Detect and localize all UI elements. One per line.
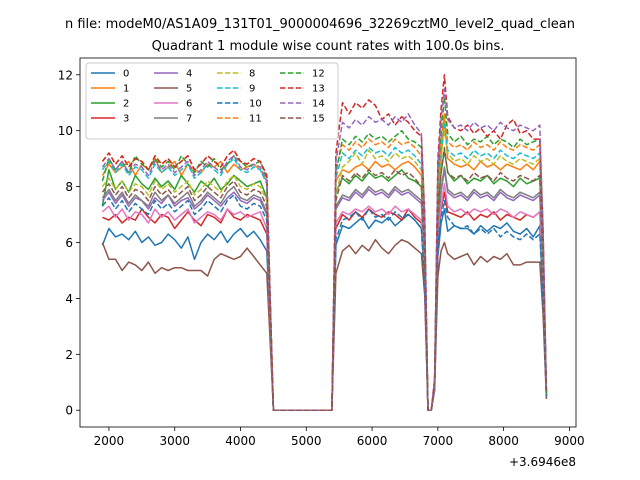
legend-label-2: 2 bbox=[123, 99, 129, 110]
legend-label-0: 0 bbox=[123, 69, 129, 80]
y-axis: 0 2 4 6 8 10 12 bbox=[58, 68, 80, 418]
legend-label-4: 4 bbox=[186, 69, 192, 80]
x-tick-label: 7000 bbox=[423, 434, 454, 448]
x-tick-label: 5000 bbox=[291, 434, 322, 448]
legend-label-9: 9 bbox=[249, 84, 255, 95]
legend-label-6: 6 bbox=[186, 99, 192, 110]
chart-title: Quadrant 1 module wise count rates with … bbox=[152, 39, 505, 54]
x-tick-label: 6000 bbox=[357, 434, 388, 448]
x-offset-label: +3.6946e8 bbox=[509, 455, 576, 469]
legend-label-11: 11 bbox=[249, 114, 262, 125]
series-layer bbox=[101, 74, 548, 411]
legend-label-12: 12 bbox=[312, 69, 325, 80]
y-tick-label: 6 bbox=[65, 236, 73, 250]
x-tick-label: 4000 bbox=[225, 434, 256, 448]
y-tick-label: 10 bbox=[58, 124, 73, 138]
series-line-5 bbox=[101, 238, 548, 411]
legend-label-8: 8 bbox=[249, 69, 255, 80]
series-line-2 bbox=[101, 149, 548, 411]
series-line-9 bbox=[101, 121, 548, 411]
y-tick-label: 2 bbox=[65, 348, 73, 362]
series-line-3 bbox=[102, 191, 548, 411]
legend-label-14: 14 bbox=[312, 99, 325, 110]
y-tick-label: 0 bbox=[65, 404, 73, 418]
series-line-0 bbox=[101, 208, 548, 411]
y-tick-label: 8 bbox=[65, 180, 73, 194]
series-line-7 bbox=[101, 166, 548, 411]
x-tick-label: 3000 bbox=[159, 434, 190, 448]
legend-label-5: 5 bbox=[186, 84, 192, 95]
legend-label-1: 1 bbox=[123, 84, 129, 95]
legend-label-3: 3 bbox=[123, 114, 129, 125]
x-axis: 2000 3000 4000 5000 6000 7000 8000 9000 bbox=[94, 427, 585, 448]
legend-label-7: 7 bbox=[186, 114, 192, 125]
series-line-13 bbox=[101, 74, 548, 411]
series-line-15 bbox=[101, 146, 548, 411]
x-tick-label: 9000 bbox=[554, 434, 585, 448]
series-line-1 bbox=[101, 115, 548, 411]
legend-label-10: 10 bbox=[249, 99, 262, 110]
y-tick-label: 12 bbox=[58, 68, 73, 82]
legend-label-13: 13 bbox=[312, 84, 325, 95]
y-tick-label: 4 bbox=[65, 292, 73, 306]
x-tick-label: 8000 bbox=[488, 434, 519, 448]
series-line-6 bbox=[101, 183, 548, 411]
series-line-4 bbox=[101, 169, 548, 411]
series-line-14 bbox=[101, 88, 548, 411]
legend-box bbox=[85, 62, 339, 140]
series-line-10 bbox=[101, 194, 548, 411]
figure-suptitle: n file: modeM0/AS1A09_131T01_9000004696_… bbox=[65, 17, 575, 32]
legend-label-15: 15 bbox=[312, 114, 325, 125]
x-tick-label: 2000 bbox=[94, 434, 125, 448]
